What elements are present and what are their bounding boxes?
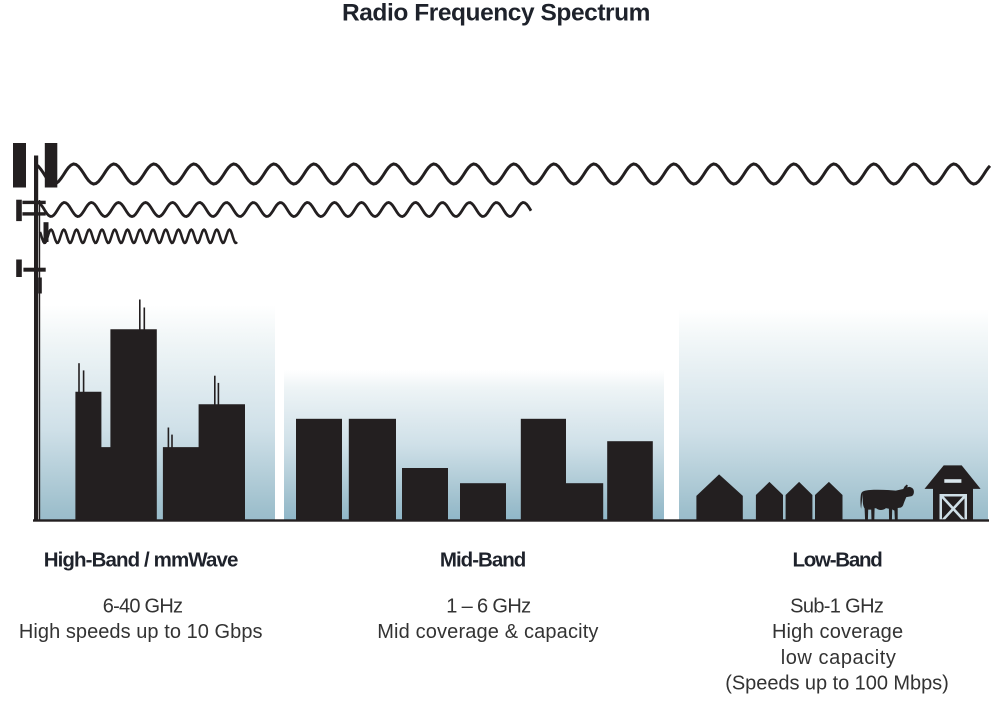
svg-text:Sub-1 GHz: Sub-1 GHz — [790, 595, 883, 617]
svg-text:low capacity: low capacity — [781, 647, 897, 669]
svg-text:(Speeds up to 100 Mbps): (Speeds up to 100 Mbps) — [725, 673, 948, 695]
svg-text:Mid-Band: Mid-Band — [440, 548, 526, 571]
svg-text:Radio Frequency Spectrum: Radio Frequency Spectrum — [342, 0, 650, 27]
svg-text:Mid coverage & capacity: Mid coverage & capacity — [377, 621, 598, 643]
svg-text:1 – 6 GHz: 1 – 6 GHz — [446, 595, 530, 617]
svg-text:High-Band / mmWave: High-Band / mmWave — [44, 548, 238, 571]
svg-text:High coverage: High coverage — [772, 621, 903, 643]
svg-text:High speeds up to 10 Gbps: High speeds up to 10 Gbps — [19, 621, 263, 643]
svg-text:6-40 GHz: 6-40 GHz — [103, 595, 183, 617]
svg-text:Low-Band: Low-Band — [792, 548, 882, 571]
